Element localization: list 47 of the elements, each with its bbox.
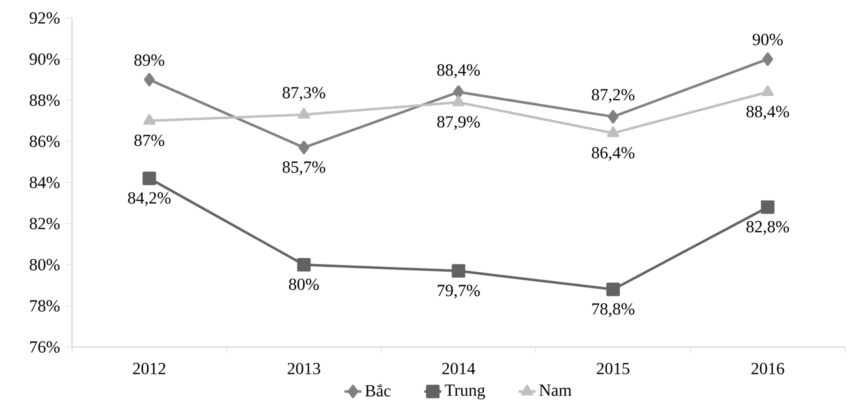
data-label: 79,7% xyxy=(438,284,480,299)
data-label: 78,8% xyxy=(592,303,634,318)
point xyxy=(762,52,774,66)
y-tick-label: 92% xyxy=(30,12,60,24)
y-tick-label: 76% xyxy=(30,341,60,353)
data-label: 87,2% xyxy=(592,88,634,103)
point xyxy=(142,172,156,186)
data-label: 90% xyxy=(752,34,783,46)
point xyxy=(607,126,620,138)
legend-label: Nam xyxy=(539,384,572,396)
x-tick-label: 2012 xyxy=(133,362,166,374)
data-label: 87,9% xyxy=(437,116,480,130)
legend-label: Trung xyxy=(444,384,486,400)
y-tick-label: 88% xyxy=(30,94,60,106)
data-label: 86,4% xyxy=(592,146,634,161)
y-tick-label: 78% xyxy=(30,300,60,312)
y-tick-label: 82% xyxy=(30,218,60,230)
point xyxy=(452,96,465,106)
x-tick-label: 2014 xyxy=(442,362,476,374)
y-tick-label: 80% xyxy=(30,259,60,270)
x-tick-label: 2013 xyxy=(288,362,320,374)
data-label: 87% xyxy=(134,134,164,146)
data-label: 88,4% xyxy=(437,64,480,78)
data-label: 89% xyxy=(134,54,164,66)
data-label: 88,4% xyxy=(746,106,789,120)
point xyxy=(762,85,774,96)
data-label: 82,8% xyxy=(746,221,789,235)
point xyxy=(298,108,310,119)
x-tick-label: 2015 xyxy=(596,362,630,374)
point xyxy=(143,114,156,125)
y-tick-label: 84% xyxy=(30,176,60,188)
point xyxy=(606,282,620,296)
point xyxy=(298,140,310,154)
x-tick-label: 2016 xyxy=(752,362,784,374)
legend-label: Bắc xyxy=(365,384,391,397)
point xyxy=(760,200,774,214)
point xyxy=(144,72,155,86)
data-label: 85,7% xyxy=(282,161,326,176)
data-label: 87,3% xyxy=(282,86,326,101)
y-tick-label: 90% xyxy=(30,53,60,65)
data-label: 84,2% xyxy=(128,192,171,206)
point xyxy=(453,85,464,99)
data-label: 80% xyxy=(289,278,319,290)
point xyxy=(297,258,311,272)
point xyxy=(452,264,466,278)
y-tick-label: 86% xyxy=(30,136,60,148)
point xyxy=(608,110,618,124)
